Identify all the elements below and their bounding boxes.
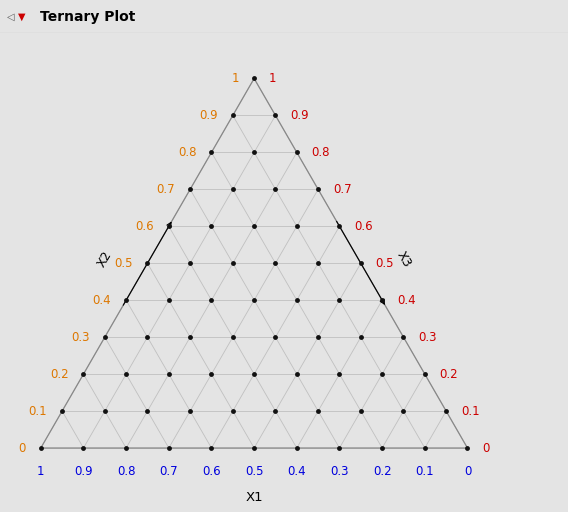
Text: 1: 1 bbox=[232, 72, 239, 85]
Text: 0.3: 0.3 bbox=[72, 331, 90, 344]
Text: 0.7: 0.7 bbox=[160, 465, 178, 478]
Text: 0.1: 0.1 bbox=[28, 404, 47, 418]
Text: X1: X1 bbox=[245, 490, 263, 504]
Text: 0.9: 0.9 bbox=[290, 109, 309, 122]
Text: 0.7: 0.7 bbox=[333, 183, 352, 196]
Text: 0.7: 0.7 bbox=[157, 183, 175, 196]
Text: 0.8: 0.8 bbox=[178, 146, 197, 159]
Text: 0.2: 0.2 bbox=[373, 465, 391, 478]
Text: ▼: ▼ bbox=[18, 12, 26, 22]
Text: 0.2: 0.2 bbox=[50, 368, 69, 380]
Text: 0.9: 0.9 bbox=[74, 465, 93, 478]
Text: 0.5: 0.5 bbox=[114, 257, 132, 270]
Text: 0.6: 0.6 bbox=[135, 220, 154, 233]
Text: 0.2: 0.2 bbox=[440, 368, 458, 380]
Text: 0.5: 0.5 bbox=[245, 465, 264, 478]
Text: 0.4: 0.4 bbox=[397, 294, 416, 307]
Text: 0.8: 0.8 bbox=[312, 146, 330, 159]
Text: 0: 0 bbox=[19, 441, 26, 455]
Text: 0.9: 0.9 bbox=[199, 109, 218, 122]
Text: 0.1: 0.1 bbox=[461, 404, 480, 418]
Text: 0.5: 0.5 bbox=[376, 257, 394, 270]
Text: 0.4: 0.4 bbox=[287, 465, 306, 478]
Text: 0.1: 0.1 bbox=[415, 465, 434, 478]
Text: Ternary Plot: Ternary Plot bbox=[40, 10, 135, 24]
Text: 0.6: 0.6 bbox=[354, 220, 373, 233]
Text: 0: 0 bbox=[464, 465, 471, 478]
Text: 0: 0 bbox=[482, 441, 490, 455]
Text: ◁: ◁ bbox=[6, 12, 14, 22]
Text: X3: X3 bbox=[394, 249, 414, 269]
Text: 1: 1 bbox=[37, 465, 44, 478]
Text: 0.4: 0.4 bbox=[93, 294, 111, 307]
Text: X2: X2 bbox=[95, 249, 115, 269]
Text: 0.3: 0.3 bbox=[330, 465, 349, 478]
Text: 0.6: 0.6 bbox=[202, 465, 221, 478]
Text: 0.8: 0.8 bbox=[117, 465, 135, 478]
Text: 1: 1 bbox=[269, 72, 277, 85]
Text: 0.3: 0.3 bbox=[419, 331, 437, 344]
